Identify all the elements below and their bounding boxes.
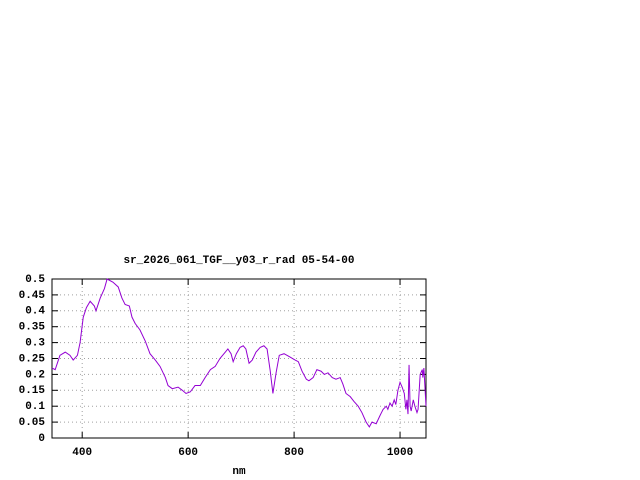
y-tick-label: 0.1: [25, 401, 45, 413]
y-tick-label: 0.05: [19, 417, 46, 429]
y-tick-label: 0.45: [19, 290, 46, 302]
x-axis-label: nm: [232, 466, 246, 478]
y-tick-label: 0.25: [19, 353, 46, 365]
data-line: [51, 278, 427, 428]
plot-frame: [51, 278, 427, 439]
x-tick-label: 1000: [387, 447, 413, 459]
chart-title: sr_2026_061_TGF__y03_r_rad 05-54-00: [123, 255, 354, 267]
y-tick-label: 0.15: [19, 385, 46, 397]
y-tick-label: 0.5: [25, 274, 45, 286]
y-tick-label: 0: [38, 433, 45, 445]
x-tick-label: 600: [178, 447, 198, 459]
x-tick-label: 400: [72, 447, 92, 459]
y-tick-label: 0.4: [25, 306, 45, 318]
y-tick-label: 0.2: [25, 369, 45, 381]
x-tick-label: 800: [284, 447, 304, 459]
y-tick-label: 0.3: [25, 338, 45, 350]
y-tick-label: 0.35: [19, 322, 46, 334]
